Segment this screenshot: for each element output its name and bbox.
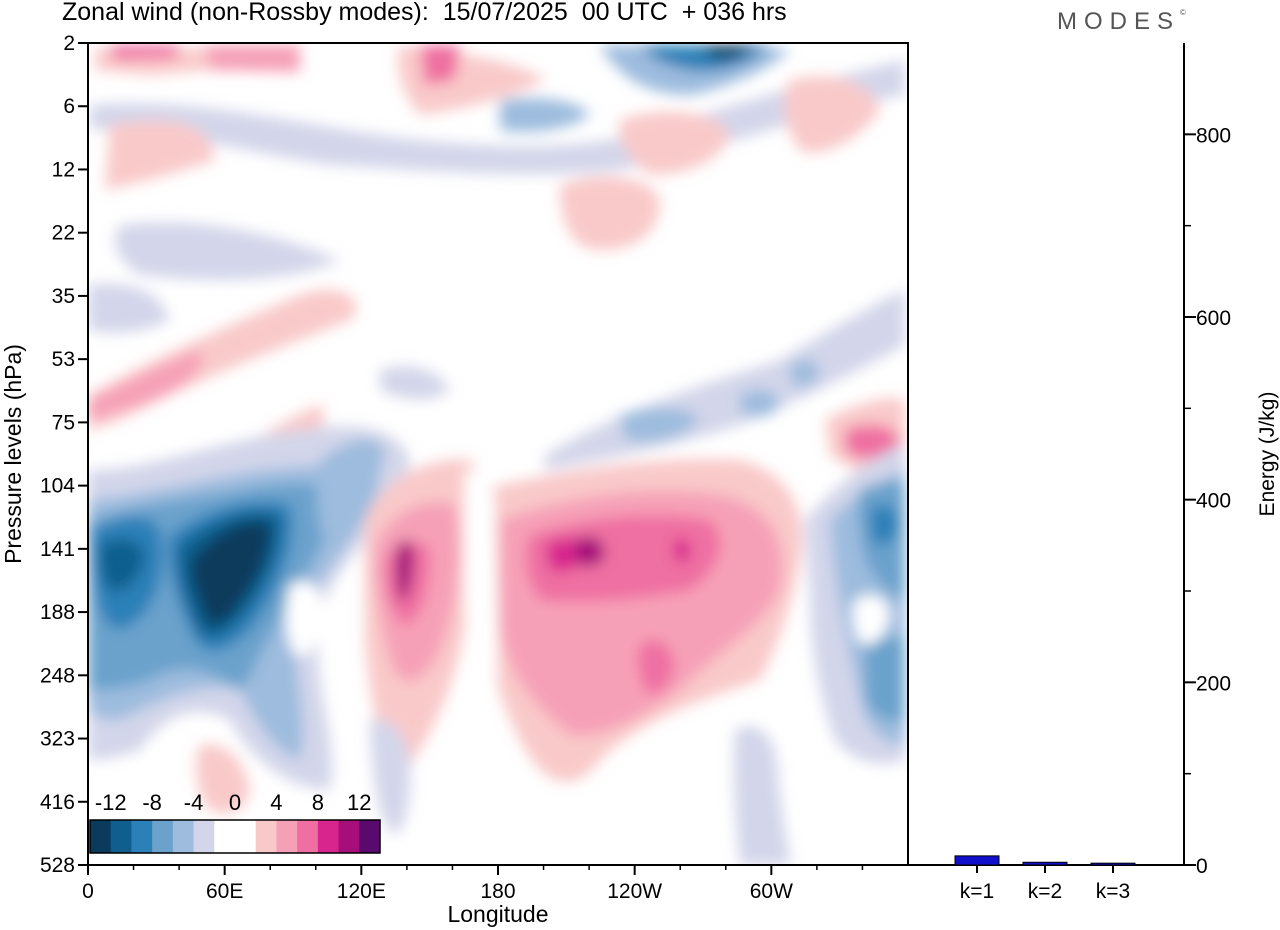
colorbar-swatch [276,820,298,853]
energy-tick-label: 600 [1196,307,1231,330]
contour-band [285,581,325,656]
y-tick-label: 2 [63,32,75,55]
contour-band [380,366,450,400]
modes-logo: MODES© [1057,8,1186,35]
x-tick-label: 60E [206,880,243,903]
contour-band [420,45,460,85]
contour-band [317,439,385,550]
energy-tick-label: 400 [1196,490,1231,513]
energy-axis-label: Energy (J/kg) [1256,392,1279,517]
x-axis-label: Longitude [447,901,548,927]
contour-band [845,424,900,459]
bar-category-label: k=2 [1028,880,1062,903]
colorbar-swatch [110,820,132,853]
colorbar-label: 0 [229,790,241,815]
y-axis-ticks: 2 6 12 22 35 53 75 104 141 188 248 323 416 528 [40,32,88,877]
colorbar: -12 -8 -4 0 4 8 12 [89,790,381,854]
y-axis-label: Pressure levels (hPa) [0,344,26,564]
contour-band [637,640,675,694]
y-tick-label: 141 [40,538,75,561]
x-tick-label: 0 [82,880,94,903]
colorbar-label: 4 [270,790,282,815]
contour-band [99,539,145,591]
contour-band [560,176,660,250]
contour-band [500,98,590,132]
colorbar-swatch [193,820,215,853]
colorbar-label: -4 [184,790,204,815]
contour-band [195,744,250,814]
bar-category-label: k=1 [960,880,994,903]
contour-band [619,111,730,175]
bar-category-label: k=3 [1096,880,1130,903]
contour-band [865,637,905,722]
contour-band [852,595,890,644]
y-tick-label: 528 [40,854,75,877]
y-tick-label: 12 [52,158,75,181]
y-tick-label: 35 [52,285,75,308]
x-tick-label: 120W [607,880,662,903]
contour-band [395,540,414,601]
contour-band [620,408,700,442]
colorbar-swatch [214,820,236,853]
chart-title: Zonal wind (non-Rossby modes): 15/07/202… [62,0,787,26]
contour-band [740,389,780,417]
y-tick-label: 323 [40,728,75,751]
contour-band [88,350,202,420]
contour-band [464,470,498,691]
colorbar-frame [89,819,381,854]
colorbar-swatch [131,820,153,853]
energy-bar [1090,862,1136,866]
colorbar-swatch [255,820,277,853]
contour-band [105,120,215,190]
y-tick-label: 104 [40,475,75,498]
contour-field [88,45,905,865]
energy-bars: k=1 k=2 k=3 [954,855,1136,903]
contour-band [205,45,300,72]
colorbar-label: -8 [142,790,162,815]
x-tick-label: 60W [750,880,793,903]
energy-bar [1022,861,1068,866]
colorbar-swatch [152,820,174,853]
contour-band [545,538,585,572]
contour-band [88,283,170,333]
colorbar-swatch [235,820,257,853]
contour-band [733,726,790,865]
colorbar-swatch [317,820,340,853]
contour-band [370,719,411,835]
y-tick-label: 75 [52,411,75,434]
energy-tick-label: 200 [1196,672,1231,695]
contour-band [575,536,605,567]
x-axis-ticks: 0 60E 120E 180 120W 60W [82,865,864,903]
contour-band [115,222,341,280]
colorbar-label: 8 [312,790,324,815]
colorbar-label: -12 [95,790,127,815]
y-tick-label: 248 [40,664,75,687]
contour-band [870,505,898,545]
y-tick-label: 22 [52,222,75,245]
contour-band [700,45,755,59]
colorbar-swatch [172,820,195,853]
colorbar-swatch [90,820,112,853]
x-tick-label: 180 [480,880,515,903]
colorbar-swatch [359,820,381,853]
x-tick-label: 120E [337,880,386,903]
y-tick-label: 53 [52,348,75,371]
y-tick-label: 188 [40,601,75,624]
colorbar-label: 12 [347,790,371,815]
contour-band [525,515,721,602]
energy-tick-label: 800 [1196,124,1231,147]
energy-tick-label: 0 [1196,855,1208,878]
colorbar-swatch [297,820,319,853]
contour-band [784,76,880,153]
contour-band [110,45,180,60]
y-tick-label: 416 [40,791,75,814]
contour-band [190,521,271,626]
contour-band [673,538,691,563]
energy-bar [954,855,1000,866]
y-tick-label: 6 [63,95,75,118]
energy-axis-ticks: 0 200 400 600 800 [1184,124,1231,878]
contour-band [790,359,820,387]
colorbar-swatch [338,820,360,853]
